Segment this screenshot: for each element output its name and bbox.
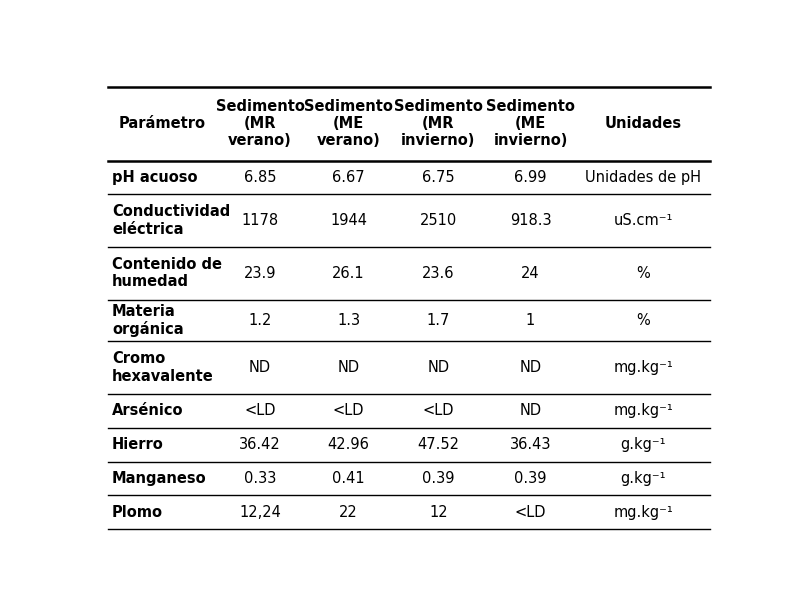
Text: Plomo: Plomo — [112, 505, 163, 520]
Text: Hierro: Hierro — [112, 437, 164, 452]
Text: Sedimento
(MR
invierno): Sedimento (MR invierno) — [394, 99, 483, 148]
Text: mg.kg⁻¹: mg.kg⁻¹ — [613, 404, 673, 418]
Text: ND: ND — [428, 360, 450, 375]
Text: Arsénico: Arsénico — [112, 404, 184, 418]
Text: 1.2: 1.2 — [249, 313, 272, 328]
Text: <LD: <LD — [423, 404, 454, 418]
Text: Cromo
hexavalente: Cromo hexavalente — [112, 352, 214, 384]
Text: Sedimento
(ME
verano): Sedimento (ME verano) — [304, 99, 393, 148]
Text: 1944: 1944 — [330, 213, 367, 228]
Text: mg.kg⁻¹: mg.kg⁻¹ — [613, 360, 673, 375]
Text: 6.99: 6.99 — [514, 170, 546, 185]
Text: 23.9: 23.9 — [244, 266, 276, 281]
Text: g.kg⁻¹: g.kg⁻¹ — [620, 437, 666, 452]
Text: g.kg⁻¹: g.kg⁻¹ — [620, 471, 666, 486]
Text: 1.3: 1.3 — [337, 313, 360, 328]
Text: %: % — [636, 313, 650, 328]
Text: ND: ND — [520, 404, 542, 418]
Text: Conductividad
eléctrica: Conductividad eléctrica — [112, 204, 230, 237]
Text: Sedimento
(MR
verano): Sedimento (MR verano) — [215, 99, 305, 148]
Text: 1178: 1178 — [242, 213, 279, 228]
Text: <LD: <LD — [245, 404, 276, 418]
Text: 0.33: 0.33 — [244, 471, 276, 486]
Text: ND: ND — [520, 360, 542, 375]
Text: <LD: <LD — [333, 404, 364, 418]
Text: %: % — [636, 266, 650, 281]
Text: 1: 1 — [526, 313, 535, 328]
Text: 36.43: 36.43 — [510, 437, 551, 452]
Text: 0.39: 0.39 — [514, 471, 546, 486]
Text: 6.85: 6.85 — [244, 170, 276, 185]
Text: Materia
orgánica: Materia orgánica — [112, 304, 184, 337]
Text: Sedimento
(ME
invierno): Sedimento (ME invierno) — [486, 99, 575, 148]
Text: 0.41: 0.41 — [332, 471, 365, 486]
Text: Unidades: Unidades — [604, 116, 682, 131]
Text: 26.1: 26.1 — [332, 266, 365, 281]
Text: 24: 24 — [521, 266, 540, 281]
Text: Manganeso: Manganeso — [112, 471, 207, 486]
Text: 23.6: 23.6 — [422, 266, 455, 281]
Text: 36.42: 36.42 — [239, 437, 281, 452]
Text: 918.3: 918.3 — [510, 213, 551, 228]
Text: <LD: <LD — [515, 505, 546, 520]
Text: uS.cm⁻¹: uS.cm⁻¹ — [614, 213, 673, 228]
Text: 6.75: 6.75 — [422, 170, 455, 185]
Text: ND: ND — [337, 360, 360, 375]
Text: 2510: 2510 — [420, 213, 457, 228]
Text: Contenido de
humedad: Contenido de humedad — [112, 257, 222, 289]
Text: 12: 12 — [429, 505, 447, 520]
Text: 1.7: 1.7 — [427, 313, 450, 328]
Text: 42.96: 42.96 — [328, 437, 369, 452]
Text: Unidades de pH: Unidades de pH — [585, 170, 701, 185]
Text: 12,24: 12,24 — [239, 505, 281, 520]
Text: 47.52: 47.52 — [417, 437, 459, 452]
Text: mg.kg⁻¹: mg.kg⁻¹ — [613, 505, 673, 520]
Text: 6.67: 6.67 — [332, 170, 365, 185]
Text: pH acuoso: pH acuoso — [112, 170, 197, 185]
Text: Parámetro: Parámetro — [119, 116, 205, 131]
Text: ND: ND — [249, 360, 271, 375]
Text: 0.39: 0.39 — [422, 471, 455, 486]
Text: 22: 22 — [339, 505, 358, 520]
